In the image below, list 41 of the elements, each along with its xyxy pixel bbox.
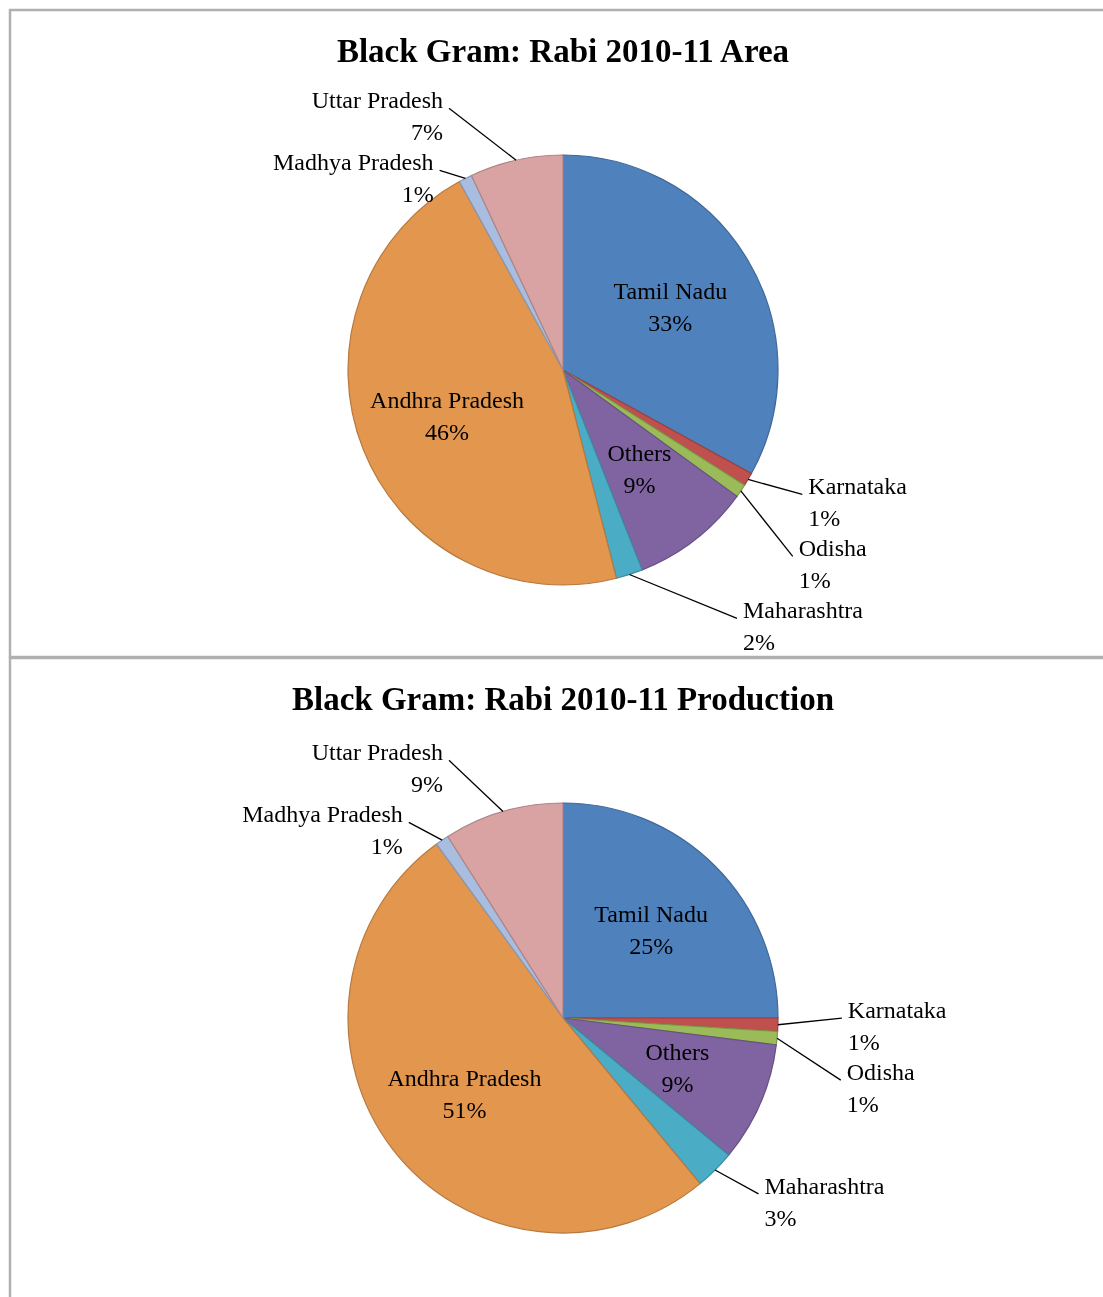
slice-label: Andhra Pradesh [387, 1065, 542, 1092]
data-label: 1% [846, 1091, 879, 1118]
pie-slice [447, 802, 564, 1019]
slice-label: Karnataka [847, 997, 947, 1024]
slice-label: Odisha [798, 535, 868, 562]
pie-slice [470, 154, 564, 371]
data-label: 9% [411, 771, 443, 798]
data-label: 1% [401, 181, 434, 208]
data-label: 1% [370, 833, 403, 860]
data-label: 7% [411, 119, 443, 146]
data-label: 2% [743, 629, 775, 656]
slice-label: Odisha [846, 1059, 916, 1086]
data-label: 9% [661, 1070, 694, 1097]
pie-slice [562, 154, 779, 475]
slice-label: Uttar Pradesh [311, 739, 443, 766]
slice-label: Others [607, 439, 672, 466]
slice-label: Maharashtra [743, 597, 864, 624]
slice-label: Madhya Pradesh [242, 801, 403, 828]
chart-title: Black Gram: Rabi 2010-11 Production [291, 681, 835, 717]
data-label: 1% [847, 1029, 880, 1056]
data-label: 1% [808, 505, 841, 532]
slice-label: Andhra Pradesh [370, 386, 525, 413]
data-label: 25% [629, 932, 674, 959]
slice-label: Karnataka [808, 473, 908, 500]
slice-label: Tamil Nadu [594, 900, 708, 927]
chart-title: Black Gram: Rabi 2010-11 Area [336, 33, 790, 69]
slice-label: Others [645, 1038, 710, 1065]
pie-slice [562, 1017, 730, 1185]
slice-label: Uttar Pradesh [311, 87, 443, 114]
pie-slice [562, 802, 779, 1019]
pie-slice [562, 369, 738, 571]
data-label: 3% [764, 1204, 797, 1231]
data-label: 1% [798, 567, 831, 594]
slice-label: Madhya Pradesh [272, 149, 434, 176]
data-label: 51% [442, 1097, 487, 1124]
slice-label: Tamil Nadu [613, 277, 728, 304]
data-label: 9% [623, 471, 656, 498]
data-label: 46% [425, 418, 470, 445]
pie-slice [562, 1017, 777, 1156]
slice-label: Maharashtra [764, 1172, 885, 1199]
data-label: 33% [648, 309, 693, 336]
